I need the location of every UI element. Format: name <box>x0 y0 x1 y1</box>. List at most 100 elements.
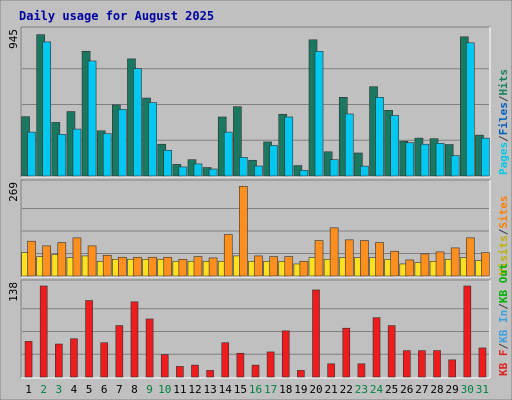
bar-files-day-25 <box>390 115 399 177</box>
x-tick-label: 26 <box>400 383 413 396</box>
bar-sites-day-28 <box>435 251 445 277</box>
legend-entry: / <box>497 135 510 142</box>
bar-kb-f-day-30 <box>463 285 472 378</box>
bar-sites-day-5 <box>87 245 97 277</box>
bar-kb-f-day-31 <box>478 347 487 378</box>
bar-kb-f-day-14 <box>221 342 230 378</box>
x-tick-label: 30 <box>461 383 474 396</box>
bar-sites-day-20 <box>314 240 324 277</box>
bar-kb-f-day-20 <box>312 289 320 378</box>
bar-kb-f-day-22 <box>342 327 351 378</box>
bar-sites-day-17 <box>269 256 278 277</box>
bar-files-day-5 <box>87 60 97 177</box>
panel-max-label: 945 <box>7 29 20 49</box>
x-tick-label: 28 <box>430 383 443 396</box>
bar-kb-f-day-25 <box>387 325 396 378</box>
bar-kb-f-day-7 <box>115 325 124 378</box>
x-tick-label: 14 <box>219 383 233 396</box>
legend-entry: KB Out <box>497 263 510 303</box>
x-tick-label: 12 <box>188 383 201 396</box>
bar-files-day-2 <box>42 41 51 177</box>
panel-max-label: 269 <box>7 182 20 202</box>
bar-files-day-26 <box>405 142 415 177</box>
bar-sites-day-1 <box>27 240 36 277</box>
bar-files-day-1 <box>27 131 36 177</box>
bar-kb-f-day-17 <box>266 351 275 378</box>
legend-entry: KB F <box>497 350 510 377</box>
x-tick-label: 22 <box>340 383 353 396</box>
bar-files-day-14 <box>223 131 233 177</box>
bar-sites-day-11 <box>178 258 188 277</box>
bar-files-day-13 <box>208 168 218 177</box>
bar-sites-day-24 <box>375 242 384 277</box>
bar-kb-f-day-8 <box>130 301 139 378</box>
x-tick-label: 17 <box>264 383 277 396</box>
bar-files-day-7 <box>118 109 127 177</box>
x-tick-label: 25 <box>385 383 398 396</box>
x-tick-label: 13 <box>203 383 216 396</box>
bar-sites-day-26 <box>405 259 415 277</box>
bar-sites-day-14 <box>223 234 233 277</box>
legend-entry: KB In <box>497 310 510 343</box>
bar-kb-f-day-16 <box>251 364 260 378</box>
bar-sites-day-31 <box>481 252 490 277</box>
x-tick-label: 21 <box>325 383 338 396</box>
bar-files-day-9 <box>148 102 157 177</box>
bar-files-day-29 <box>450 155 460 177</box>
bar-files-day-12 <box>193 163 203 177</box>
bar-sites-day-27 <box>420 253 430 277</box>
x-tick-label: 19 <box>294 383 307 396</box>
x-tick-label: 24 <box>370 383 384 396</box>
x-tick-label: 1 <box>25 383 32 396</box>
bar-kb-f-day-1 <box>24 341 33 378</box>
bar-kb-f-day-5 <box>85 300 93 378</box>
bar-sites-day-7 <box>118 256 127 277</box>
panel-frame <box>20 279 491 379</box>
bar-sites-day-2 <box>42 245 51 277</box>
panel-max-label: 138 <box>7 282 20 302</box>
legend-entry: Visits <box>497 235 510 275</box>
bar-files-day-28 <box>435 143 445 177</box>
chart-title: Daily usage for August 2025 <box>19 9 214 23</box>
x-tick-label: 2 <box>40 383 47 396</box>
bar-files-day-20 <box>314 51 324 177</box>
bar-files-day-11 <box>178 166 188 177</box>
bar-sites-day-15 <box>239 186 248 277</box>
bar-files-day-23 <box>360 165 369 177</box>
bar-kb-f-day-11 <box>176 366 184 378</box>
bar-kb-f-day-10 <box>160 354 169 378</box>
legend-entry: Sites <box>497 196 510 229</box>
x-tick-label: 3 <box>56 383 63 396</box>
bar-kb-f-day-12 <box>191 364 199 378</box>
legend-entry: Files <box>497 102 510 135</box>
bar-sites-day-29 <box>450 247 460 277</box>
bar-kb-f-day-26 <box>402 350 411 378</box>
legend-entry: / <box>497 228 510 235</box>
x-tick-label: 8 <box>131 383 138 396</box>
bar-sites-day-13 <box>208 257 218 277</box>
bar-files-day-22 <box>344 113 354 177</box>
x-tick-label: 29 <box>446 383 459 396</box>
bar-kb-f-day-24 <box>372 317 381 378</box>
panel-legend: Visits/Sites <box>497 196 510 276</box>
bar-sites-day-30 <box>466 237 475 277</box>
bar-sites-day-4 <box>72 237 82 277</box>
bar-files-day-15 <box>239 157 248 177</box>
x-tick-label: 11 <box>173 383 186 396</box>
bar-files-day-16 <box>254 165 263 177</box>
bar-sites-day-12 <box>193 256 203 277</box>
bar-sites-day-3 <box>57 242 67 277</box>
bar-sites-day-22 <box>344 239 354 277</box>
bar-files-day-3 <box>57 134 67 177</box>
bar-sites-day-6 <box>102 254 112 277</box>
bar-sites-day-9 <box>148 256 157 277</box>
bar-kb-f-day-21 <box>327 363 335 378</box>
bar-files-day-17 <box>269 145 278 177</box>
bar-files-day-27 <box>420 143 430 177</box>
bar-files-day-8 <box>133 68 142 177</box>
bar-files-day-19 <box>299 170 309 177</box>
bar-kb-f-day-3 <box>55 343 63 378</box>
